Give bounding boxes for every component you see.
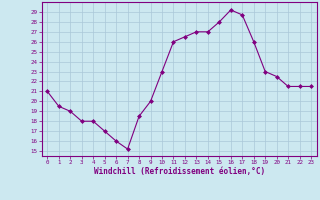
X-axis label: Windchill (Refroidissement éolien,°C): Windchill (Refroidissement éolien,°C) <box>94 167 265 176</box>
